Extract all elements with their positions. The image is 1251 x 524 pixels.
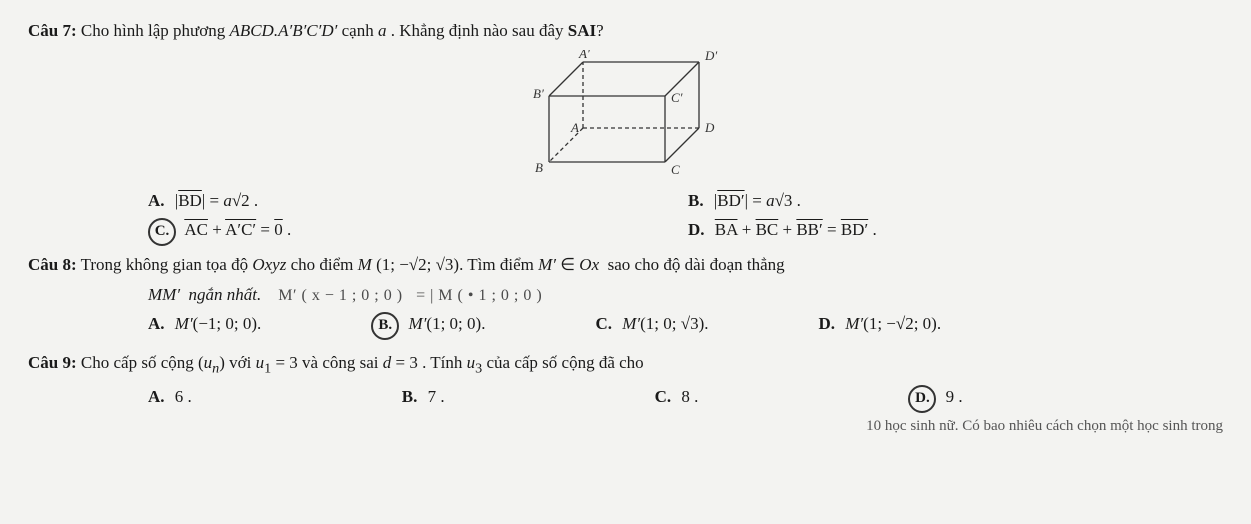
q7-opt-C[interactable]: C. AC + A′C′ = 0 . [148,217,368,246]
svg-text:D′: D′ [704,50,717,63]
q8-label: Câu 8: [28,255,77,274]
q7-optC-text: AC + A′C′ = 0 . [184,220,291,239]
q9-optD-text: 9 . [946,387,963,406]
q7-optB-letter: B. [688,191,704,210]
q9-optB-letter: B. [402,387,418,406]
q7-optD-text: BA + BC + BB′ = BD′ . [715,220,877,239]
q7-optA-text: BD = a√2 . [175,191,258,210]
q7-optA-letter: A. [148,191,165,210]
q8-stem-line2: MM′ ngắn nhất. M′ ( x − 1 ; 0 ; 0 ) = | … [148,282,1223,309]
q8-optD-letter: D. [818,314,835,333]
q7-options-row1: A. BD = a√2 . B. BD′ = a√3 . [148,188,1223,214]
q8-optC-letter: C. [595,314,612,333]
q8-optB-letter: B. [371,312,399,340]
q9-optB-text: 7 . [428,387,445,406]
q7-label: Câu 7: [28,21,77,40]
q7-stem: Câu 7: Cho hình lập phương ABCD.A′B′C′D′… [28,18,1223,44]
q8-opt-B[interactable]: B. M′(1; 0; 0). [371,311,485,340]
q7-opt-B[interactable]: B. BD′ = a√3 . [688,188,908,214]
q9-opt-D[interactable]: D. 9 . [908,384,962,413]
q8-opt-D[interactable]: D. M′(1; −√2; 0). [818,311,941,340]
q9-label: Câu 9: [28,353,77,372]
cube-diagram: A B C D A′ B′ C′ D′ [521,50,731,180]
q7-stem-text: Cho hình lập phương ABCD.A′B′C′D′ cạnh a… [81,21,604,40]
q8-handwritten: M′ ( x − 1 ; 0 ; 0 ) = | M ( • 1 ; 0 ; 0… [278,287,542,304]
q8-mm-short: MM′ ngắn nhất. [148,285,261,304]
q7-optD-letter: D. [688,220,705,239]
svg-text:D: D [704,120,715,135]
q9-cutoff: 10 học sinh nữ. Có bao nhiêu cách chọn m… [28,415,1223,438]
svg-text:B: B [535,160,543,175]
svg-text:B′: B′ [533,86,544,101]
q7-options-row2: C. AC + A′C′ = 0 . D. BA + BC + BB′ = BD… [148,217,1223,246]
q9-options-row: A. 6 . B. 7 . C. 8 . D. 9 . [148,384,1223,413]
q8-optA-text: M′(−1; 0; 0). [175,314,262,333]
q8-opt-C[interactable]: C. M′(1; 0; √3). [595,311,708,340]
q9-optA-letter: A. [148,387,165,406]
q7-figure: A B C D A′ B′ C′ D′ [28,50,1223,180]
q8-options-row: A. M′(−1; 0; 0). B. M′(1; 0; 0). C. M′(1… [148,311,1223,340]
q8-optC-text: M′(1; 0; √3). [622,314,708,333]
q9-optD-letter: D. [908,385,936,413]
q8-optA-letter: A. [148,314,165,333]
q9-optC-text: 8 . [681,387,698,406]
q8-opt-A[interactable]: A. M′(−1; 0; 0). [148,311,261,340]
q7-opt-A[interactable]: A. BD = a√2 . [148,188,368,214]
q9-optC-letter: C. [655,387,672,406]
q8-optD-text: M′(1; −√2; 0). [845,314,941,333]
q7-optC-letter: C. [148,218,176,246]
q7-opt-D[interactable]: D. BA + BC + BB′ = BD′ . [688,217,908,246]
q8-stem-text: Trong không gian tọa độ Oxyz cho điểm M … [81,255,785,274]
q8-optB-text: M′(1; 0; 0). [409,314,486,333]
q9-stem-text: Cho cấp số cộng (un) với u1 = 3 và công … [81,353,644,372]
q9-stem: Câu 9: Cho cấp số cộng (un) với u1 = 3 v… [28,350,1223,380]
q8-stem: Câu 8: Trong không gian tọa độ Oxyz cho … [28,252,1223,278]
svg-text:C: C [671,162,680,177]
q9-opt-A[interactable]: A. 6 . [148,384,192,413]
q7-optB-text: BD′ = a√3 . [714,191,801,210]
q9-opt-B[interactable]: B. 7 . [402,384,445,413]
q9-opt-C[interactable]: C. 8 . [655,384,699,413]
svg-text:A: A [570,120,579,135]
q9-optA-text: 6 . [175,387,192,406]
svg-text:C′: C′ [671,90,683,105]
svg-text:A′: A′ [578,50,590,61]
